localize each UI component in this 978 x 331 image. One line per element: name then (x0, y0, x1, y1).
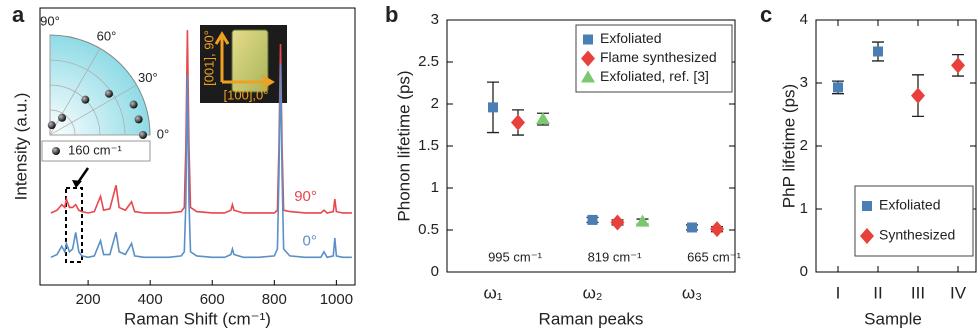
panel-label: c (760, 2, 772, 27)
legend (854, 185, 974, 257)
plot-frame (446, 19, 736, 273)
inset-y-label: [001], 90° (201, 30, 216, 86)
polar-point (139, 131, 147, 139)
y-tick-label: 3 (431, 11, 439, 28)
spectrum-line (50, 63, 352, 259)
series-label: 0° (303, 232, 317, 249)
y-axis-label: Phonon lifetime (ps) (394, 70, 413, 221)
spectrum-line (50, 30, 352, 214)
marker (635, 214, 650, 227)
marker (833, 82, 843, 93)
x-axis-label: Sample (864, 309, 922, 328)
polar-point (47, 121, 56, 130)
x-tick-label: 400 (138, 291, 163, 308)
marker (536, 112, 550, 125)
y-axis-label: PhP lifetime (ps) (779, 84, 798, 208)
legend-label: Exfoliated, ref. [3] (600, 68, 709, 84)
marker (862, 201, 872, 211)
y-tick-label: 2 (800, 137, 808, 154)
polar-point (104, 89, 113, 98)
y-tick-label: 1 (431, 179, 439, 196)
y-tick-label: 0.5 (418, 221, 439, 238)
marker (951, 57, 965, 74)
y-tick-label: 0 (800, 263, 808, 280)
polar-point (129, 100, 138, 109)
y-tick-label: 2 (431, 95, 439, 112)
y-tick-label: 2.5 (418, 53, 439, 70)
marker (581, 50, 595, 67)
x-tick-label: I (836, 283, 841, 302)
y-tick-label: 0 (431, 263, 439, 280)
polar-spoke (49, 48, 101, 136)
highlight-box (65, 187, 83, 263)
y-axis-label: Intensity (a.u.) (11, 93, 30, 201)
polar-spoke (49, 84, 137, 136)
x-tick-label: ω₁ (483, 283, 502, 302)
x-tick-label: ω₂ (583, 283, 603, 302)
marker (873, 46, 883, 57)
annotation: 995 cm⁻¹ (488, 249, 542, 264)
series-label: 90° (294, 188, 317, 205)
polar-ring (49, 109, 76, 136)
polar-tick-label: 30° (138, 70, 158, 85)
x-tick-label: IV (950, 283, 967, 302)
x-tick-label: III (911, 283, 925, 302)
y-tick-label: 3 (800, 74, 808, 91)
x-axis-label: Raman Shift (cm⁻¹) (124, 309, 271, 328)
x-tick-label: II (873, 283, 882, 302)
plot-frame (815, 19, 977, 273)
annotation: 665 cm⁻¹ (687, 249, 741, 264)
legend-label: Synthesized (879, 227, 955, 243)
polar-area (49, 34, 151, 136)
legend-label: Exfoliated (600, 30, 661, 46)
polar-tick-label: 0° (157, 126, 169, 141)
plot-frame (39, 7, 356, 286)
marker (860, 228, 874, 244)
polar-legend-label: 160 cm⁻¹ (68, 142, 122, 157)
polar-tick-label: 90° (40, 13, 60, 28)
flake (231, 29, 269, 93)
marker (587, 214, 598, 225)
marker (511, 114, 525, 131)
axis-arrows (214, 31, 275, 90)
y-tick-label: 1.5 (418, 137, 439, 154)
legend-label: Flame synthesized (600, 49, 717, 65)
polar-ring (49, 59, 126, 136)
y-tick-label: 4 (800, 11, 808, 28)
panel-label: b (385, 2, 398, 27)
marker (581, 70, 595, 83)
marker (488, 102, 498, 113)
legend (575, 24, 733, 93)
x-tick-label: 800 (262, 291, 287, 308)
arrow-head (72, 180, 82, 188)
x-tick-label: 1000 (320, 291, 353, 308)
polar-legend (41, 140, 151, 162)
polar-point (134, 115, 143, 124)
legend-label: Exfoliated (879, 197, 940, 213)
marker (610, 214, 625, 231)
panel-label: a (12, 2, 25, 27)
x-tick-label: ω₃ (682, 283, 702, 302)
annotation: 819 cm⁻¹ (588, 249, 642, 264)
inset-x-label: [100],0° (224, 87, 269, 102)
y-tick-label: 1 (800, 200, 808, 217)
marker (911, 87, 925, 104)
polar-point (58, 113, 67, 122)
x-axis-label: Raman peaks (539, 309, 644, 328)
polar-point (81, 95, 90, 104)
x-tick-label: 600 (200, 291, 225, 308)
x-tick-label: 200 (76, 291, 101, 308)
marker (687, 222, 697, 233)
marker (710, 221, 724, 238)
marker (583, 34, 593, 45)
polar-tick-label: 60° (97, 29, 117, 44)
polar-legend-marker (52, 147, 60, 155)
